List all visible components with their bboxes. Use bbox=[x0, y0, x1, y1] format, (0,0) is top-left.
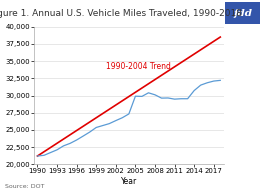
Text: fdd: fdd bbox=[233, 10, 252, 19]
Text: Source: DOT: Source: DOT bbox=[5, 184, 45, 189]
X-axis label: Year: Year bbox=[121, 177, 137, 186]
Y-axis label: Miles (billion): Miles (billion) bbox=[0, 70, 2, 121]
Text: Figure 1. Annual U.S. Vehicle Miles Traveled, 1990-2018: Figure 1. Annual U.S. Vehicle Miles Trav… bbox=[0, 9, 242, 18]
Text: 1990-2004 Trend: 1990-2004 Trend bbox=[106, 62, 171, 71]
